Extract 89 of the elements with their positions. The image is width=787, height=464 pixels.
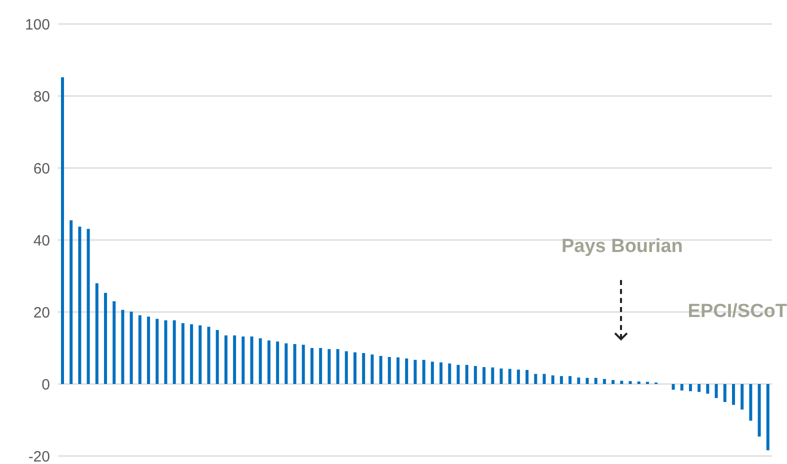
bar <box>267 340 270 384</box>
bar <box>577 378 580 384</box>
bar <box>190 324 194 384</box>
bar <box>224 335 228 384</box>
bar <box>465 364 468 384</box>
bar <box>474 366 477 384</box>
annotation: EPCI/SCoT <box>688 301 787 324</box>
bar <box>379 356 382 384</box>
y-tick-label: 40 <box>33 232 50 250</box>
y-tick-label: 60 <box>33 160 50 178</box>
bar <box>680 384 684 390</box>
bar <box>542 374 546 384</box>
bar <box>482 367 486 384</box>
bar <box>749 384 752 421</box>
bar <box>568 376 572 384</box>
bar <box>612 380 615 384</box>
bar <box>628 381 632 384</box>
bar <box>560 376 563 384</box>
bar <box>310 348 314 384</box>
bar <box>130 312 133 384</box>
bar <box>732 384 735 405</box>
bar <box>758 384 761 437</box>
bar <box>456 364 460 384</box>
bar <box>172 320 176 384</box>
bar <box>508 368 512 384</box>
bar <box>250 336 254 384</box>
bar <box>620 380 624 384</box>
bar <box>95 283 98 384</box>
bar <box>672 384 675 390</box>
bar <box>198 325 202 384</box>
bar <box>405 358 408 384</box>
bar <box>534 374 538 384</box>
bar <box>284 343 288 384</box>
bar <box>516 370 520 384</box>
bar <box>740 384 744 410</box>
bar <box>723 384 726 402</box>
y-tick-label: 100 <box>24 16 50 34</box>
bar <box>112 301 116 384</box>
y-tick-label: 80 <box>33 88 50 106</box>
bar <box>104 292 108 384</box>
bar <box>328 349 331 384</box>
bar <box>594 378 598 384</box>
bar <box>688 384 692 392</box>
bar <box>698 384 701 392</box>
bar <box>276 342 280 384</box>
bar <box>714 384 718 398</box>
bar <box>86 228 90 384</box>
bar <box>766 384 770 450</box>
bar <box>61 77 64 384</box>
bar <box>233 335 236 384</box>
bar <box>422 360 426 384</box>
bar <box>388 357 391 384</box>
bar <box>336 349 340 384</box>
bar <box>586 378 589 384</box>
bar <box>181 323 184 384</box>
bar <box>216 330 219 384</box>
bar <box>551 375 554 384</box>
bar <box>78 226 82 384</box>
bar <box>156 318 159 384</box>
bar <box>344 351 348 384</box>
bar <box>353 352 356 384</box>
bar <box>138 315 142 384</box>
bar <box>602 378 606 384</box>
bar <box>207 326 210 384</box>
bar <box>491 367 494 384</box>
annotation: Pays Bourian <box>561 236 683 258</box>
bar <box>293 344 296 384</box>
bar <box>500 368 503 384</box>
bar <box>242 336 245 384</box>
bar <box>414 360 417 384</box>
bar <box>706 384 710 394</box>
y-tick-label: 20 <box>33 304 50 322</box>
bar <box>319 348 322 384</box>
bar <box>302 344 305 384</box>
bar <box>448 363 452 384</box>
bar <box>164 320 168 384</box>
bar <box>526 370 529 384</box>
bar <box>70 220 73 384</box>
bar <box>362 353 366 384</box>
y-tick-label: 0 <box>42 376 50 394</box>
bar <box>440 362 443 384</box>
bar <box>258 338 262 384</box>
bar <box>370 354 374 384</box>
bar <box>430 362 434 384</box>
y-tick-label: -20 <box>28 448 50 464</box>
bar <box>121 310 124 384</box>
bar <box>637 381 640 384</box>
bar <box>396 357 400 384</box>
bar <box>147 316 150 384</box>
